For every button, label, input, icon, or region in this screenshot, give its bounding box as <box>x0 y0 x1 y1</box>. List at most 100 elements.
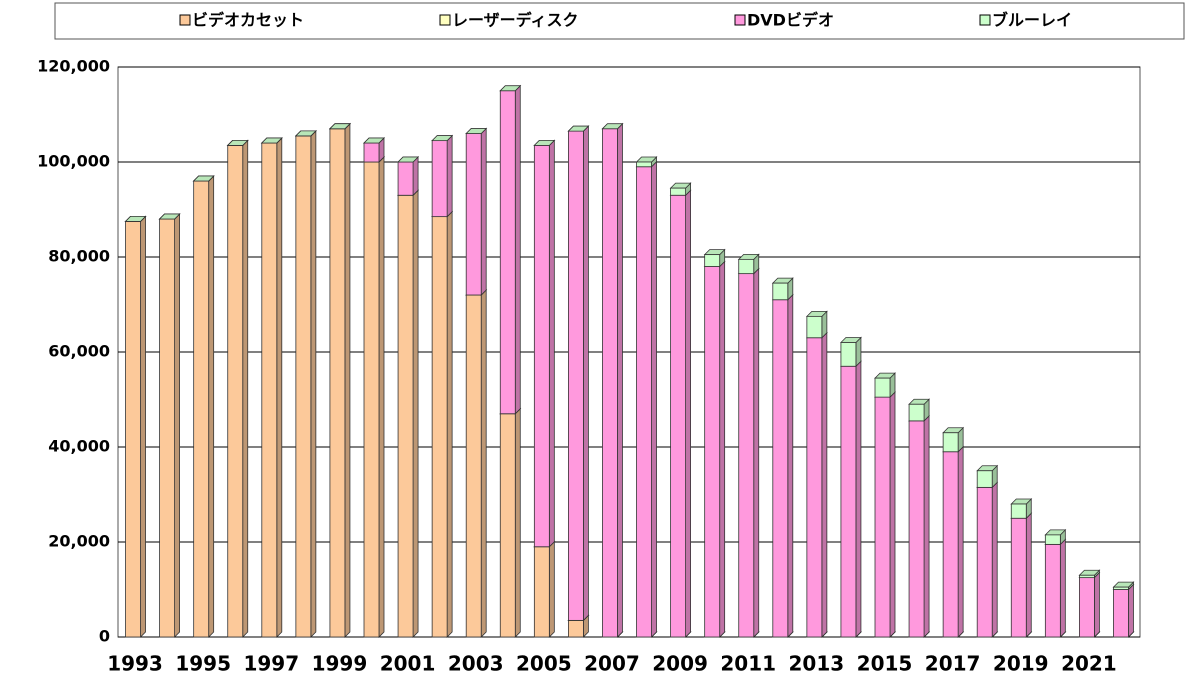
bar <box>636 161 652 168</box>
bar-side <box>412 189 419 638</box>
legend-label: DVDビデオ <box>747 11 834 30</box>
bar <box>397 194 414 638</box>
bar-side <box>991 481 998 638</box>
bar-side <box>753 267 760 638</box>
legend-swatch <box>979 14 991 26</box>
bar-top <box>226 139 249 146</box>
x-tick-label: 2009 <box>652 652 708 676</box>
legend-label: レーザーディスク <box>452 11 579 30</box>
bar <box>840 365 857 638</box>
bar <box>908 403 925 422</box>
bar-top <box>363 137 385 144</box>
bar-top <box>499 85 522 92</box>
bar-side <box>1128 583 1134 638</box>
bar <box>329 128 346 638</box>
legend-box <box>54 2 1185 40</box>
x-tick-label: 2017 <box>925 652 981 676</box>
bar <box>397 161 414 196</box>
bar-top <box>533 139 556 146</box>
bar <box>533 144 550 548</box>
bar-side <box>651 160 657 638</box>
bar <box>465 133 482 296</box>
bar-side <box>1025 512 1032 638</box>
y-tick-label: 20,000 <box>48 532 110 551</box>
bar-side <box>583 125 589 622</box>
bar <box>976 470 993 488</box>
bar-top <box>124 215 147 222</box>
x-tick-label: 1999 <box>312 652 368 676</box>
bar <box>568 619 584 638</box>
bar-side <box>787 293 794 638</box>
y-tick-label: 100,000 <box>37 152 110 171</box>
bar-top <box>328 123 351 130</box>
bar <box>1010 517 1027 638</box>
bar <box>908 420 925 638</box>
bar-side <box>514 84 521 415</box>
bar-top <box>397 156 420 163</box>
bar <box>193 180 210 638</box>
bar <box>704 254 721 267</box>
legend-swatch <box>179 14 191 26</box>
bar <box>499 90 516 415</box>
bar-top <box>431 135 454 142</box>
bar <box>806 315 823 339</box>
bar <box>1079 577 1095 638</box>
bar <box>125 220 141 638</box>
bar-side <box>1059 538 1066 638</box>
bar-side <box>242 139 249 638</box>
bar-top <box>294 130 317 137</box>
y-tick-label: 120,000 <box>37 57 110 76</box>
bar-side <box>378 156 385 638</box>
bar-top <box>567 125 590 132</box>
bar-top <box>260 137 283 144</box>
bar <box>363 161 380 638</box>
bar <box>602 128 618 638</box>
bar <box>363 142 380 163</box>
y-tick-label: 40,000 <box>48 437 110 456</box>
bar-side <box>174 213 181 638</box>
legend-label: ブルーレイ <box>992 11 1072 30</box>
x-tick-label: 2007 <box>584 652 640 676</box>
x-tick-label: 2005 <box>516 652 572 676</box>
bar-side <box>548 139 555 548</box>
bar-side <box>548 540 555 638</box>
bar-top <box>601 123 624 130</box>
bar <box>704 266 721 638</box>
x-tick-label: 1995 <box>175 652 231 676</box>
bar <box>1113 586 1129 590</box>
legend-swatch <box>439 14 451 26</box>
x-tick-label: 1997 <box>243 652 299 676</box>
bar <box>874 377 891 398</box>
bar <box>227 144 244 638</box>
bar <box>636 166 652 638</box>
bar-side <box>480 289 487 638</box>
bar <box>1079 574 1095 579</box>
bar-side <box>310 129 317 638</box>
bar <box>1113 589 1129 638</box>
legend-swatch <box>734 14 746 26</box>
bar-side <box>480 127 487 296</box>
bar <box>670 194 686 638</box>
bar <box>1010 503 1027 519</box>
bar-side <box>617 122 623 638</box>
y-tick-label: 60,000 <box>48 342 110 361</box>
bar <box>772 299 789 638</box>
bar-side <box>719 260 726 638</box>
bar-side <box>1094 571 1100 638</box>
x-tick-label: 2003 <box>448 652 504 676</box>
bar <box>1044 534 1061 545</box>
bar-top <box>158 213 181 220</box>
bar-side <box>412 156 419 197</box>
bar <box>840 342 857 367</box>
bar <box>670 187 686 196</box>
bar-side <box>446 134 453 218</box>
bar <box>1044 543 1061 638</box>
y-tick-label: 0 <box>99 627 110 646</box>
bar-side <box>276 137 283 638</box>
x-tick-label: 2019 <box>993 652 1049 676</box>
bar <box>942 432 959 453</box>
x-tick-label: 2011 <box>720 652 776 676</box>
bar-top <box>465 128 488 134</box>
bar <box>738 273 755 638</box>
bar-side <box>344 122 351 638</box>
